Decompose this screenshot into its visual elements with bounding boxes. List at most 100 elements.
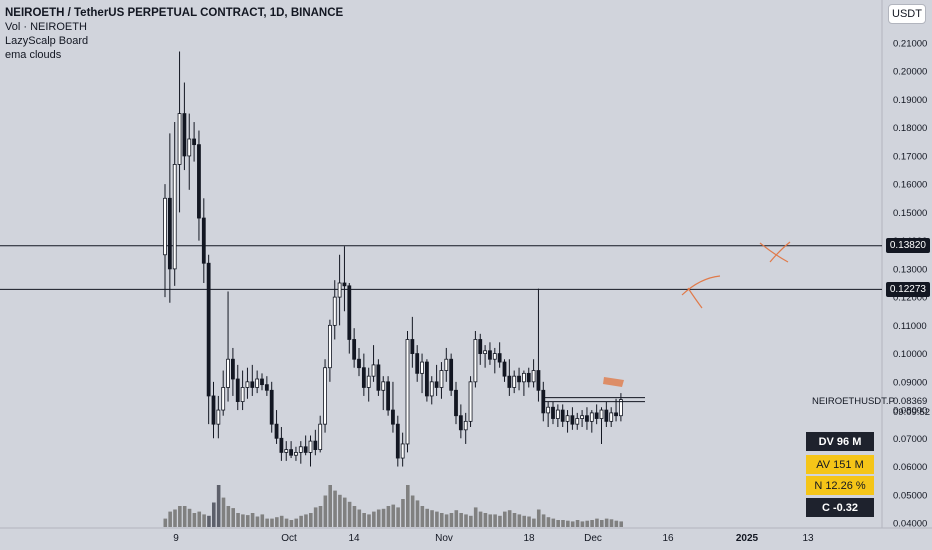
volume-bar: [406, 485, 410, 527]
candle-body: [294, 452, 298, 456]
chart-title: NEIROETH / TetherUS PERPETUAL CONTRACT, …: [5, 7, 344, 19]
candle-body: [274, 423, 279, 439]
candle-body: [211, 395, 216, 425]
volume-bar: [498, 515, 502, 527]
candle-body: [332, 296, 337, 326]
volume-bar: [517, 514, 522, 527]
volume-bar: [265, 518, 269, 527]
candle-body: [192, 138, 197, 146]
volume-bar: [197, 511, 202, 527]
candle-body: [429, 381, 434, 397]
volume-bar: [207, 515, 211, 527]
candle-body: [284, 449, 289, 453]
volume-bar: [342, 497, 347, 527]
volume-bar: [435, 511, 439, 527]
candle-body: [405, 339, 410, 445]
lazyscalp-n: N 12.26 %: [806, 476, 874, 495]
volume-bar: [570, 521, 575, 527]
annotation-cross: [759, 241, 791, 263]
candle-body: [444, 358, 449, 371]
level-price-tag-lower[interactable]: 0.12273: [885, 281, 930, 297]
candle-body: [570, 415, 575, 425]
candle-body: [163, 197, 167, 256]
candle-body: [255, 378, 260, 388]
candle-body: [463, 420, 468, 431]
candle-body: [298, 446, 303, 453]
candle-body: [449, 358, 454, 391]
candle-body: [526, 372, 531, 383]
volume-bar: [483, 513, 488, 527]
volume-bar: [221, 497, 226, 527]
volume-bar: [503, 511, 507, 527]
candle-body: [240, 387, 245, 402]
time-tick-label: 9: [173, 533, 179, 544]
volume-bar: [469, 515, 473, 527]
volume-bar: [546, 517, 551, 527]
annotation-sketch: [681, 275, 721, 309]
candle-body: [585, 415, 589, 422]
volume-bar: [541, 514, 546, 527]
candle-body: [318, 423, 323, 450]
candle-body: [575, 418, 580, 425]
candle-body: [483, 350, 488, 354]
time-tick-label: 13: [802, 533, 814, 544]
time-tick-label: Oct: [281, 533, 297, 544]
volume-bar: [391, 504, 396, 527]
candle-body: [439, 370, 444, 388]
volume-bar: [275, 517, 279, 527]
volume-bar: [294, 518, 299, 527]
time-tick-label: Nov: [435, 533, 453, 544]
indicator-volume[interactable]: Vol · NEIROETH: [5, 21, 87, 33]
volume-bar: [231, 508, 235, 527]
candle-body: [565, 415, 570, 422]
volume-bar: [566, 520, 570, 527]
candle-body: [619, 399, 623, 417]
candle-body: [245, 381, 250, 388]
candle-body: [308, 440, 313, 453]
price-tick-label: 0.04000: [893, 519, 927, 530]
price-tick-label: 0.09000: [893, 377, 927, 388]
volume-bar: [609, 519, 614, 527]
volume-bar: [168, 511, 172, 527]
candle-body: [279, 437, 284, 453]
volume-bar: [260, 514, 265, 527]
volume-bar: [561, 520, 565, 527]
price-tick-label: 0.07000: [893, 434, 927, 445]
candle-body: [352, 339, 357, 360]
volume-bar: [604, 518, 609, 527]
candle-body: [221, 387, 226, 411]
price-tick-label: 0.21000: [893, 39, 927, 50]
volume-bar: [372, 511, 376, 527]
volume-bar: [323, 495, 328, 527]
volume-bar: [420, 506, 425, 527]
candle-body: [216, 409, 221, 425]
price-tick-label: 0.11000: [893, 321, 927, 332]
level-price-tag-upper[interactable]: 0.13820: [885, 238, 930, 254]
candle-body: [313, 440, 318, 450]
indicator-ema-clouds[interactable]: ema clouds: [5, 49, 62, 61]
candle-body: [507, 375, 512, 388]
candle-body: [614, 412, 618, 417]
candle-body: [497, 353, 502, 363]
currency-button[interactable]: USDT: [888, 4, 926, 24]
time-tick-label: 14: [348, 533, 360, 544]
symbol-name-label: NEIROETHUSDT.P: [812, 396, 895, 407]
price-tick-label: 0.10000: [893, 349, 927, 360]
candle-body: [424, 361, 429, 397]
volume-bar: [357, 509, 362, 527]
candle-body: [264, 384, 269, 391]
volume-bar: [493, 514, 497, 527]
volume-bar: [178, 506, 182, 527]
candle-body: [395, 423, 400, 459]
lazyscalp-dv: DV 96 M: [806, 432, 874, 451]
indicator-lazyscalp[interactable]: LazyScalp Board: [5, 35, 89, 47]
candle-body: [250, 381, 255, 388]
price-tick-label: 0.13000: [893, 264, 927, 275]
candle-body: [400, 443, 405, 459]
volume-bar: [236, 513, 240, 527]
volume-bar: [202, 514, 206, 527]
volume-bar: [459, 513, 463, 527]
candle-body: [580, 415, 584, 419]
volume-bar: [381, 508, 386, 527]
